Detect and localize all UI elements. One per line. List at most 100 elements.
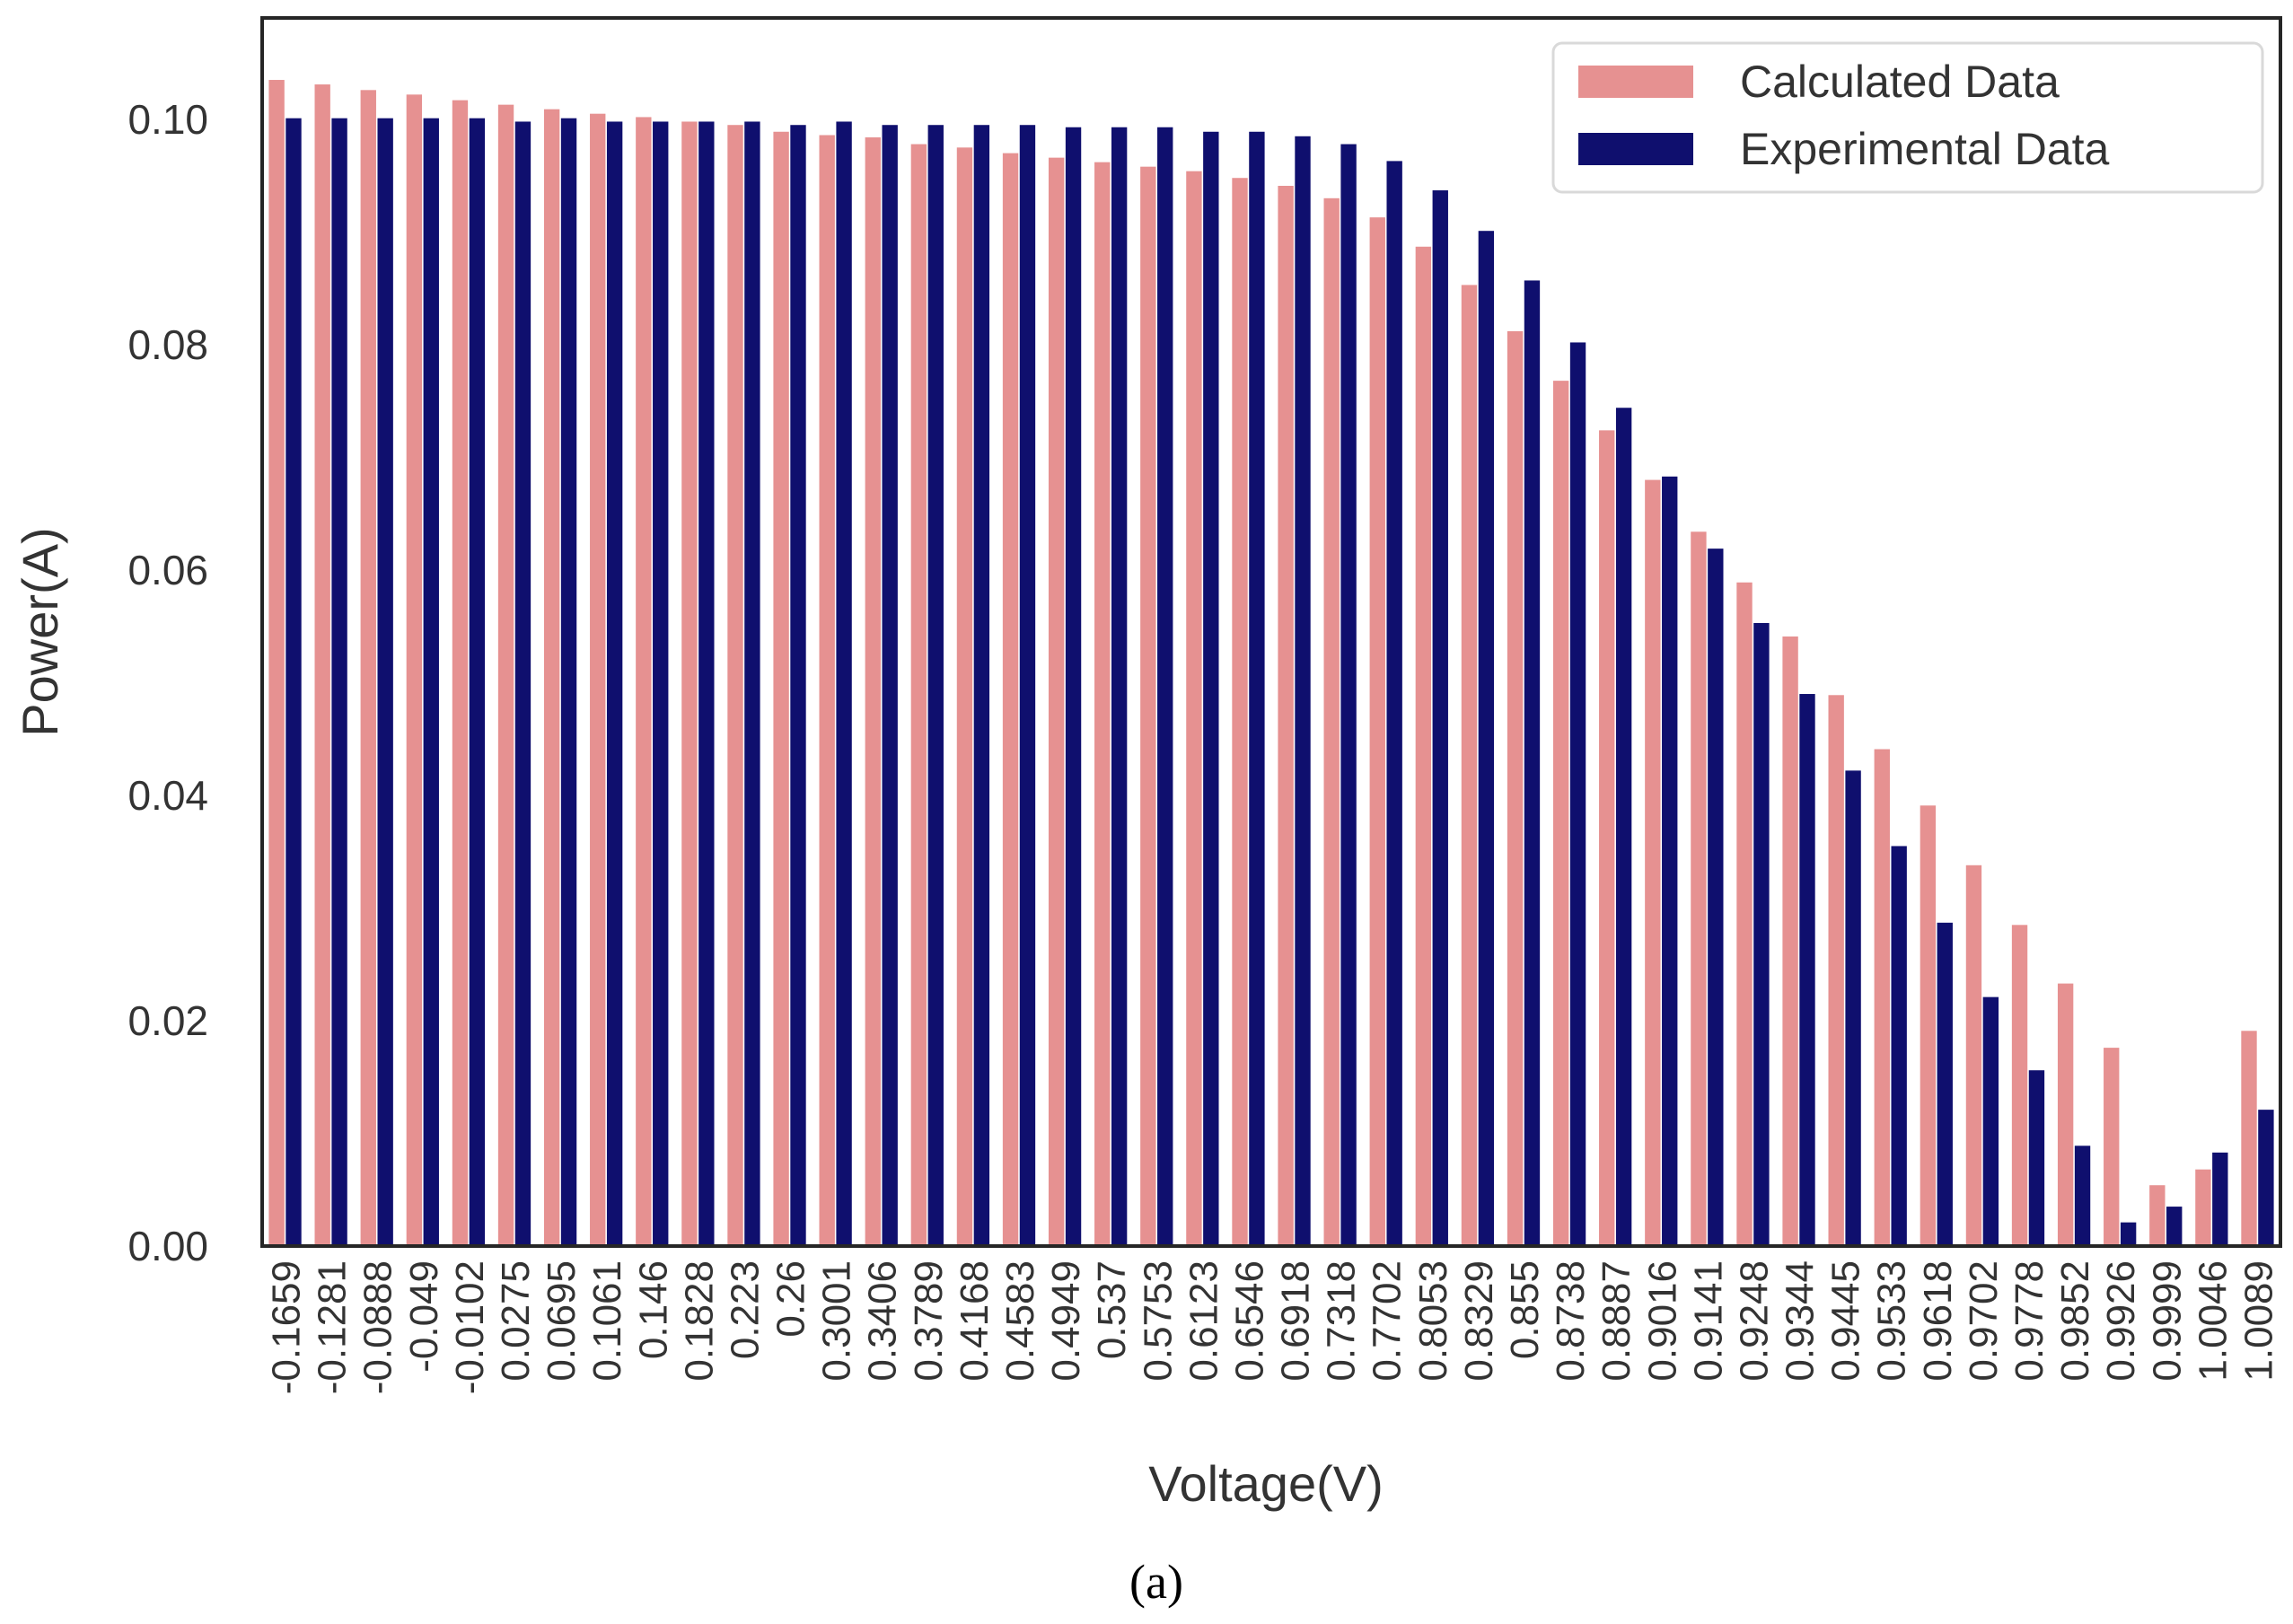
x-tick-label: 0.9016: [1640, 1260, 1684, 1382]
bar-calculated-21: [1232, 178, 1248, 1247]
plot-area: [260, 16, 2282, 1248]
bar-calculated-28: [1552, 381, 1569, 1246]
bar-calculated-30: [1645, 479, 1661, 1246]
x-tick-label: 0.9852: [2053, 1260, 2097, 1382]
x-tick-label: 0.9533: [1870, 1260, 1914, 1382]
x-tick-label: 0.3789: [907, 1260, 951, 1382]
x-tick-label: 0.1061: [585, 1260, 629, 1382]
legend-label-calculated: Calculated Data: [1740, 57, 2060, 107]
bar-experimental-21: [1249, 131, 1265, 1246]
bar-calculated-5: [497, 104, 514, 1246]
x-tick-label: 0.7318: [1320, 1260, 1364, 1382]
x-tick-label: 0.537: [1090, 1260, 1134, 1359]
x-tick-label: 0.9344: [1779, 1260, 1823, 1382]
bar-experimental-38: [2028, 1070, 2045, 1246]
x-tick-label: 0.9926: [2099, 1260, 2143, 1382]
x-tick-label: -0.049: [402, 1260, 446, 1373]
bar-experimental-14: [927, 125, 944, 1247]
bar-calculated-22: [1278, 186, 1294, 1246]
bar-calculated-14: [910, 144, 927, 1246]
bar-experimental-8: [653, 121, 669, 1247]
x-tick-label: 0.9618: [1916, 1260, 1960, 1382]
bar-experimental-40: [2120, 1222, 2137, 1246]
x-tick-label: 0.9141: [1686, 1260, 1730, 1382]
x-tick-label: 0.26: [769, 1260, 813, 1338]
bar-experimental-16: [1019, 125, 1036, 1247]
legend-box: [1551, 41, 2264, 194]
bar-experimental-13: [882, 125, 898, 1247]
x-tick-label: 0.6123: [1182, 1260, 1226, 1382]
bar-experimental-28: [1569, 342, 1586, 1246]
x-tick-label: 0.9445: [1824, 1260, 1868, 1382]
bar-experimental-26: [1478, 231, 1495, 1247]
x-tick-label: 1.0046: [2191, 1260, 2235, 1382]
bar-experimental-9: [698, 121, 715, 1247]
x-tick-label: 0.855: [1503, 1260, 1547, 1359]
x-tick-label: 0.9778: [2007, 1260, 2051, 1382]
bar-calculated-10: [727, 125, 743, 1247]
bar-experimental-34: [1845, 770, 1861, 1246]
bar-experimental-2: [377, 118, 393, 1247]
bar-calculated-34: [1828, 695, 1844, 1246]
bar-experimental-18: [1111, 127, 1128, 1247]
bar-experimental-4: [469, 118, 486, 1247]
bars: [268, 80, 2274, 1247]
bar-experimental-36: [1937, 922, 1953, 1246]
x-tick-label: 0.0695: [540, 1260, 584, 1382]
x-tick-label: 0.8053: [1411, 1260, 1455, 1382]
x-tick-label: 0.3406: [861, 1260, 905, 1382]
bar-experimental-33: [1799, 694, 1815, 1246]
bar-experimental-23: [1340, 144, 1357, 1246]
bar-experimental-32: [1753, 622, 1770, 1246]
x-tick-label: 0.4168: [953, 1260, 997, 1382]
y-axis-label: Power(A): [12, 527, 68, 736]
bar-experimental-35: [1891, 846, 1907, 1246]
bar-experimental-17: [1065, 127, 1082, 1247]
bar-experimental-27: [1524, 280, 1541, 1247]
bar-calculated-12: [819, 135, 835, 1246]
bar-calculated-9: [681, 121, 698, 1247]
bar-calculated-26: [1461, 285, 1478, 1247]
bar-calculated-24: [1369, 217, 1385, 1246]
x-tick-label: 1.0089: [2236, 1260, 2280, 1382]
bar-calculated-17: [1048, 157, 1065, 1246]
bar-calculated-42: [2195, 1169, 2211, 1246]
x-tick-label: 0.3001: [815, 1260, 859, 1382]
bar-calculated-29: [1599, 430, 1615, 1247]
bar-experimental-1: [331, 118, 347, 1247]
bar-experimental-3: [423, 118, 439, 1247]
bar-calculated-3: [406, 94, 423, 1247]
x-tick-label: 0.1828: [677, 1260, 721, 1382]
x-tick-label: 0.223: [723, 1260, 767, 1359]
x-tick-label: 0.4949: [1044, 1260, 1088, 1382]
bar-calculated-41: [2149, 1185, 2166, 1246]
bar-calculated-19: [1140, 166, 1156, 1246]
bar-calculated-18: [1094, 162, 1111, 1246]
bar-experimental-39: [2074, 1146, 2091, 1246]
x-tick-label: 0.6918: [1274, 1260, 1318, 1382]
x-tick-label: 0.5753: [1136, 1260, 1180, 1382]
x-tick-label: 0.146: [631, 1260, 675, 1359]
bar-calculated-1: [314, 84, 330, 1246]
y-tick-label: 0.04: [127, 772, 208, 819]
bar-experimental-5: [514, 121, 532, 1247]
bar-calculated-2: [360, 90, 376, 1247]
x-tick-label: -0.1659: [265, 1260, 309, 1394]
legend-swatch-calculated: [1578, 66, 1693, 98]
y-axis-ticks: 0.00 0.02 0.04 0.06 0.08 0.10: [127, 96, 208, 1269]
bar-experimental-11: [790, 125, 806, 1247]
x-tick-label: 0.4583: [998, 1260, 1042, 1382]
bar-experimental-0: [286, 118, 302, 1247]
x-tick-label: 0.8738: [1549, 1260, 1593, 1382]
bar-experimental-19: [1157, 127, 1173, 1247]
bar-calculated-6: [543, 109, 560, 1246]
x-tick-label: -0.1281: [311, 1260, 355, 1394]
bar-experimental-29: [1615, 408, 1632, 1246]
figure-caption: (a): [1129, 1555, 1183, 1609]
x-axis-label: Voltage(V): [1148, 1455, 1384, 1512]
bar-calculated-31: [1691, 531, 1707, 1246]
axes-frame: [260, 16, 2282, 1248]
bar-experimental-24: [1386, 161, 1402, 1246]
y-tick-label: 0.08: [127, 321, 208, 368]
bar-calculated-40: [2104, 1048, 2120, 1246]
